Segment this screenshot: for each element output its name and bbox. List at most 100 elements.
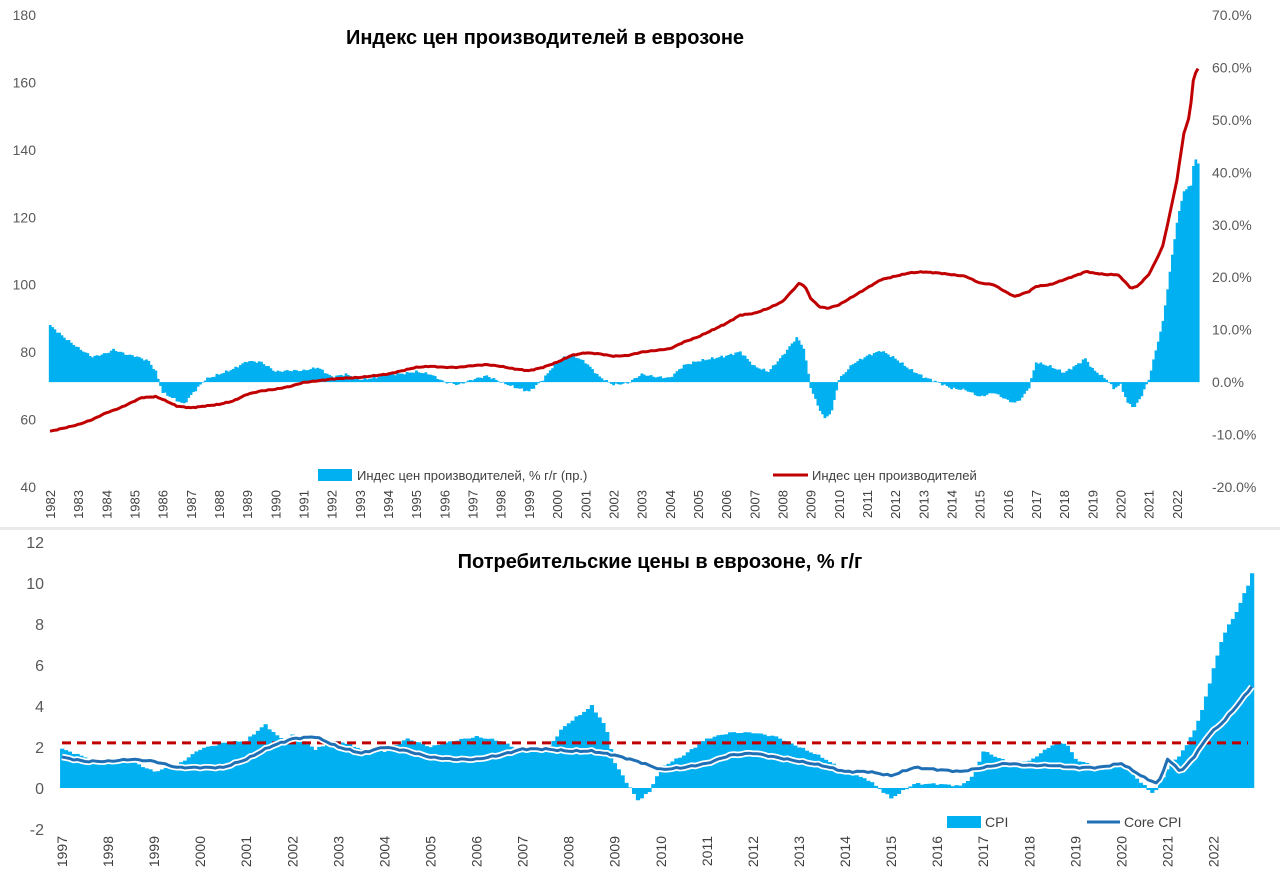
ppi-yoy-bar: [546, 373, 550, 383]
ppi-yoy-bar: [1048, 365, 1052, 383]
ppi-yoy-bar: [696, 361, 700, 383]
ppi-yoy-bar: [354, 376, 357, 383]
ppi-yoy-bar: [767, 371, 770, 383]
ppi-yoy-bar: [1185, 189, 1188, 383]
ppi-yoy-bar: [778, 358, 782, 383]
ppi-yoy-bar: [750, 364, 754, 383]
ppi-yoy-bar: [295, 370, 299, 383]
ppi-x-tick-label: 2012: [888, 490, 903, 519]
ppi-yoy-bar: [551, 368, 554, 383]
cpi-bar: [843, 771, 848, 788]
ppi-yoy-bar: [558, 360, 562, 383]
ppi-yoy-bar: [628, 382, 632, 383]
cpi-chart: -2 0 2 4 6 8 10 12 Потребительские цены в евроз…: [26, 535, 1255, 867]
ppi-chart: 40 60 80 100 120 140 160 180 -20.0% -10.0% 0.0% 10…: [13, 7, 1257, 519]
cpi-bar: [685, 752, 690, 788]
ppi-yoy-bar: [856, 361, 860, 383]
ppi-yoy-bar: [149, 364, 153, 383]
cpi-bar: [332, 741, 337, 788]
ppi-yoy-bar: [1196, 163, 1200, 383]
cpi-bar: [923, 783, 928, 788]
ppi-yoy-bar: [1117, 382, 1120, 386]
ppi-yoy-bar: [1023, 382, 1026, 394]
ppi-yoy-bar: [1163, 305, 1167, 383]
cpi-bar: [267, 729, 272, 788]
ppi-x-tick-label: 1995: [409, 490, 424, 519]
cpi-bar: [735, 733, 740, 788]
ppi-x-tick-label: 1984: [99, 490, 114, 519]
ppi-yoy-bar: [713, 358, 716, 383]
ppi-yoy-bar: [1154, 350, 1158, 383]
cpi-bar: [996, 757, 1001, 788]
ppi-yoy-bar: [412, 372, 416, 383]
ppi-yoy-bar: [828, 382, 831, 415]
ppi-yoy-bar: [253, 361, 256, 383]
ppi-yoy-bar: [950, 382, 954, 390]
cpi-bar: [908, 786, 913, 788]
ppi-yoy-bar: [518, 382, 522, 389]
cpi-bar: [950, 786, 955, 788]
ppi-yoy-bar: [408, 372, 411, 383]
ppi-yoy-bar: [614, 382, 618, 384]
cpi-bar: [751, 733, 756, 788]
cpi-x-tick-label: 2013: [791, 836, 807, 867]
ppi-yoy-bar: [1175, 222, 1179, 383]
cpi-bar: [63, 750, 69, 788]
ppi-yoy-bar: [1192, 165, 1195, 383]
ppi-yoy-bar: [748, 361, 752, 383]
ppi-yoy-bar: [746, 358, 749, 383]
ppi-yoy-bar: [1138, 382, 1141, 400]
cpi-bar: [608, 749, 614, 788]
ppi-yoy-bar: [1149, 370, 1153, 383]
cpi-bar: [624, 782, 629, 788]
ppi-yoy-bar: [1055, 369, 1059, 383]
ppi-yoy-bar: [490, 378, 493, 383]
ppi-yoy-bar: [370, 378, 374, 383]
cpi-x-axis-ticks: 1997 1998 1999 2000 2001 2002 2003 2004 2005 2006…: [54, 836, 1222, 867]
ppi-yoy-bar: [1065, 371, 1069, 383]
ppi-yoy-bar: [743, 355, 747, 383]
ppi-yoy-bar: [626, 382, 630, 384]
ppi-yoy-bar: [229, 370, 233, 383]
ppi-yoy-bar: [194, 382, 198, 392]
cpi-bar: [486, 738, 491, 788]
ppi-yoy-bar: [527, 382, 531, 392]
cpi-bar: [351, 746, 357, 788]
cpi-bar: [513, 747, 518, 788]
ppi-yoy-bar: [708, 359, 712, 383]
cpi-bar: [1234, 611, 1239, 788]
ppi-yoy-bar: [1171, 254, 1174, 383]
ppi-yoy-bar: [889, 357, 893, 383]
ppi-yoy-bar: [95, 355, 99, 383]
ppi-x-tick-label: 2008: [776, 490, 791, 519]
ppi-yoy-bar: [668, 377, 672, 383]
ppi-yoy-bar: [973, 382, 977, 396]
ppi-yoy-bar: [544, 375, 547, 383]
ppi-yoy-bar: [426, 374, 430, 383]
cpi-bar: [854, 775, 859, 788]
ppi-yoy-bar: [210, 377, 214, 383]
ppi-yoy-bar: [785, 349, 789, 383]
cpi-bar: [394, 744, 399, 788]
ppi-yoy-bar: [640, 373, 644, 383]
ppi-yoy-bar: [1032, 370, 1036, 383]
ppi-yoy-bar: [358, 379, 362, 383]
cpi-bar: [885, 788, 890, 795]
cpi-bar: [720, 734, 725, 788]
ppi-x-tick-label: 2016: [1001, 490, 1016, 519]
ppi-yoy-bar: [795, 337, 799, 383]
ppi-x-tick-label: 2017: [1029, 490, 1044, 519]
ppi-yoy-bar: [1034, 362, 1038, 383]
ppi-yoy-bar: [250, 360, 254, 383]
ppi-yoy-bar: [631, 379, 634, 383]
ppi-yoy-bar: [612, 382, 616, 386]
ppi-yoy-bar: [926, 378, 930, 383]
cpi-bar: [401, 740, 406, 788]
cpi-bar: [1223, 632, 1228, 788]
cpi-x-tick-label: 2016: [929, 836, 945, 867]
ppi-yoy-bar: [1091, 367, 1094, 383]
ppi-yoy-bar: [1027, 382, 1031, 389]
cpi-y-tick-label: 2: [35, 740, 44, 757]
ppi-yoy-bar: [156, 378, 160, 383]
ppi-yoy-bar: [182, 382, 186, 404]
